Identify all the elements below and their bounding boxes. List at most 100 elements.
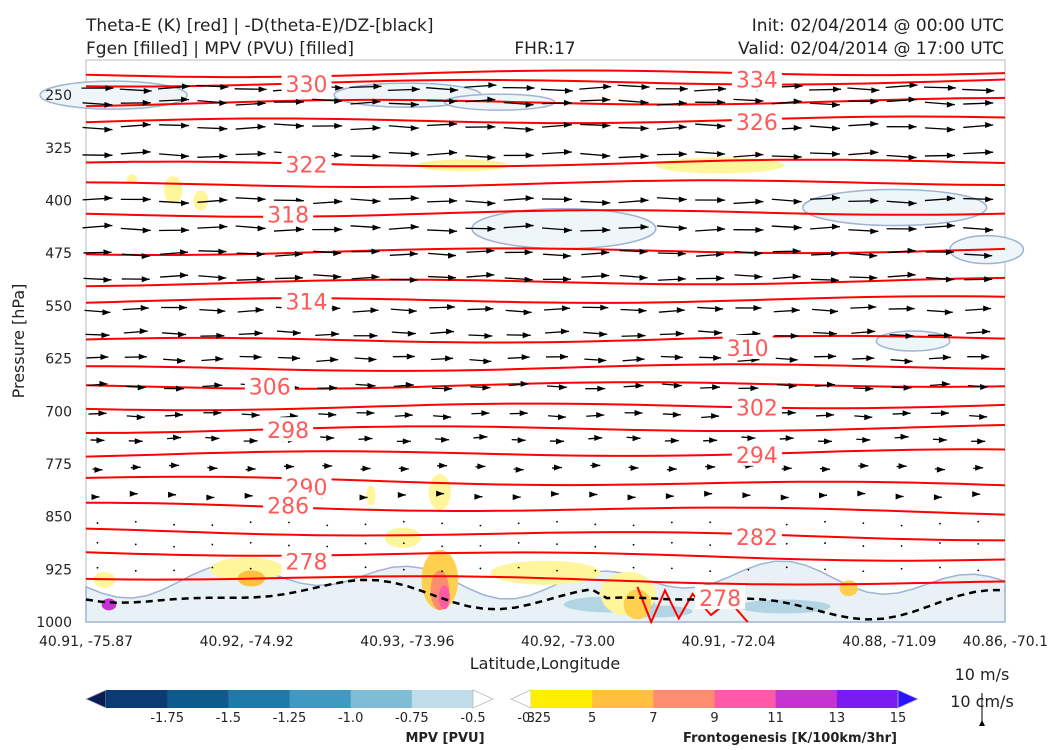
- wind-arrowhead: [942, 354, 951, 361]
- wind-arrowhead: [104, 101, 113, 108]
- wind-arrowhead: [940, 410, 949, 417]
- wind-dot: [939, 542, 941, 544]
- wind-arrowhead: [946, 222, 955, 229]
- wind-dot: [326, 524, 329, 527]
- colorbar-extend-right: [897, 689, 919, 709]
- wind-arrowhead: [982, 328, 991, 335]
- frontogenesis-patch: [193, 190, 209, 211]
- wind-dot: [364, 523, 367, 526]
- wind-arrowhead: [101, 332, 110, 339]
- wind-arrowhead: [244, 492, 253, 499]
- wind-arrowhead: [257, 150, 266, 157]
- wind-arrowhead: [602, 96, 611, 103]
- wind-arrowhead: [294, 274, 303, 281]
- wind-arrowhead: [258, 86, 267, 93]
- wind-arrowhead: [447, 304, 456, 311]
- wind-dot: [517, 566, 520, 569]
- wind-arrowhead: [96, 437, 105, 444]
- x-tick-label: 40.92, -74.92: [200, 634, 294, 650]
- wind-arrowhead: [792, 273, 801, 280]
- wind-arrowhead: [218, 248, 227, 255]
- wind-arrowhead: [632, 435, 641, 442]
- theta-e-label: 322: [286, 154, 328, 179]
- wind-arrowhead: [256, 251, 265, 258]
- wind-arrowhead: [370, 307, 379, 314]
- wind-dot: [632, 543, 635, 546]
- wind-arrowhead: [524, 276, 533, 283]
- wind-dot: [441, 545, 444, 548]
- wind-arrowhead: [487, 225, 496, 232]
- wind-dot: [939, 522, 941, 525]
- wind-arrowhead: [368, 356, 377, 363]
- wind-arrowhead: [792, 248, 801, 255]
- wind-arrowhead: [589, 491, 598, 498]
- wind-arrowhead: [253, 354, 262, 361]
- colorbar-tick-label: 5: [588, 711, 596, 726]
- wind-arrowhead: [678, 124, 687, 131]
- wind-arrowhead: [793, 153, 802, 160]
- wind-arrowhead: [410, 223, 419, 230]
- wind-arrowhead: [371, 248, 380, 255]
- wind-arrowhead: [832, 150, 841, 157]
- wind-arrowhead: [753, 304, 762, 311]
- wind-dot: [785, 566, 788, 569]
- wind-arrowhead: [332, 305, 341, 312]
- wind-arrowhead: [946, 101, 955, 108]
- wind-arrowhead: [439, 462, 448, 469]
- wind-dot: [709, 570, 712, 573]
- wind-dot: [709, 521, 712, 524]
- wind-dot: [402, 568, 405, 571]
- theta-e-line: [85, 448, 1006, 458]
- wind-arrowhead: [672, 411, 681, 418]
- wind-arrowhead: [639, 248, 648, 255]
- wind-arrowhead: [257, 100, 266, 107]
- wind-arrowhead: [675, 330, 684, 337]
- theta-e-line: [85, 158, 1006, 168]
- wind-arrowhead: [132, 464, 141, 471]
- wind-arrowhead: [181, 96, 190, 103]
- wind-arrowhead: [596, 412, 605, 419]
- theta-e-label-bg: [263, 201, 314, 226]
- wind-arrowhead: [104, 152, 113, 159]
- wind-arrowhead: [486, 247, 495, 254]
- mpv-contour: [875, 330, 951, 352]
- wind-arrowhead: [560, 328, 569, 335]
- y-axis-ticks: 250 325 400 475 550 625 700 775 850 925 1000: [36, 88, 72, 631]
- wind-arrowhead: [900, 433, 909, 440]
- theta-e-line: [85, 475, 1006, 487]
- wind-arrowhead: [251, 412, 260, 419]
- wind-arrowhead: [334, 122, 343, 129]
- wind-arrowhead: [411, 86, 420, 93]
- mpv-filled-contours: [39, 80, 1025, 623]
- theta-e-line: [85, 501, 1006, 516]
- wind-dot: [862, 522, 865, 525]
- wind-dot: [862, 545, 865, 547]
- wind-arrowhead: [215, 355, 224, 362]
- wind-arrowhead: [559, 353, 568, 360]
- wind-arrowhead: [946, 152, 955, 159]
- wind-arrowhead: [142, 99, 151, 106]
- wind-dot: [288, 521, 290, 524]
- wind-arrowhead: [247, 465, 256, 472]
- theta-e-label: 278: [286, 551, 328, 576]
- wind-arrowhead: [254, 330, 263, 337]
- wind-arrowhead: [984, 252, 993, 259]
- wind-arrowhead: [747, 435, 756, 442]
- wind-arrowhead: [828, 353, 837, 360]
- wind-arrowhead: [562, 276, 571, 283]
- wind-arrowhead: [291, 355, 300, 362]
- wind-arrowhead: [410, 150, 419, 157]
- wind-arrowhead: [630, 464, 639, 471]
- wind-arrowhead: [173, 434, 182, 441]
- frontogenesis-patch: [438, 585, 450, 610]
- colorbar-segment: [411, 690, 474, 708]
- wind-arrowhead: [335, 84, 344, 91]
- theta-e-label: 302: [736, 397, 778, 422]
- wind-arrowhead: [709, 437, 718, 444]
- wind-arrowhead: [104, 195, 113, 202]
- wind-arrowhead: [220, 83, 229, 90]
- theta-e-labels: 330 3343263223183143103063022982942902862…: [244, 66, 782, 612]
- wind-arrowhead: [755, 151, 764, 158]
- y-tick-label: 550: [45, 299, 72, 315]
- wind-arrowhead: [822, 466, 831, 473]
